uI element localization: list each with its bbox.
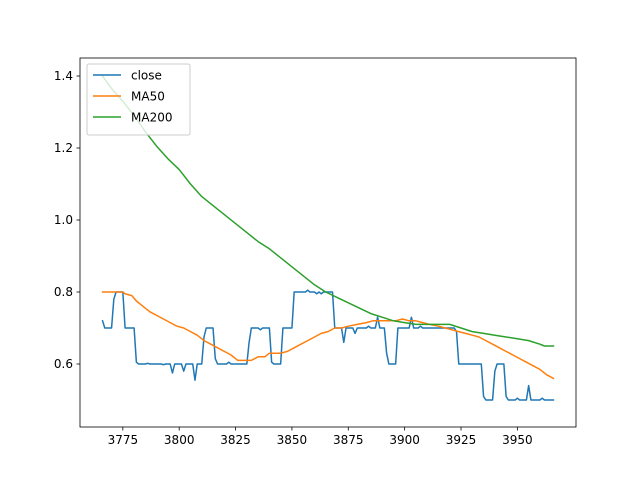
series-line-ma200: [101, 74, 555, 347]
series-layer: [101, 74, 555, 401]
axes-layer: 3775 3800 3825 3850 3875 3900 3925 3950 0.6 0.8 1.…: [54, 57, 577, 447]
series-line-close: [101, 289, 555, 401]
legend-label-close: close: [131, 69, 162, 83]
y-tick-label: 1.2: [54, 141, 73, 155]
x-tick-label: 3900: [389, 433, 420, 447]
legend: close MA50 MA200: [86, 63, 191, 136]
series-line-ma50: [101, 291, 555, 380]
x-tick-label: 3800: [164, 433, 195, 447]
legend-label-ma50: MA50: [131, 90, 165, 104]
x-tick-label: 3775: [108, 433, 139, 447]
y-tick-label: 1.0: [54, 213, 73, 227]
legend-label-ma200: MA200: [131, 111, 172, 125]
y-tick-label: 1.4: [54, 69, 73, 83]
x-tick-label: 3850: [277, 433, 308, 447]
x-tick-label: 3950: [502, 433, 533, 447]
x-tick-label: 3875: [333, 433, 364, 447]
y-tick-label: 0.6: [54, 357, 73, 371]
y-tick-label: 0.8: [54, 285, 73, 299]
axes-frame: [79, 57, 577, 428]
x-tick-label: 3925: [446, 433, 477, 447]
x-tick-label: 3825: [220, 433, 251, 447]
